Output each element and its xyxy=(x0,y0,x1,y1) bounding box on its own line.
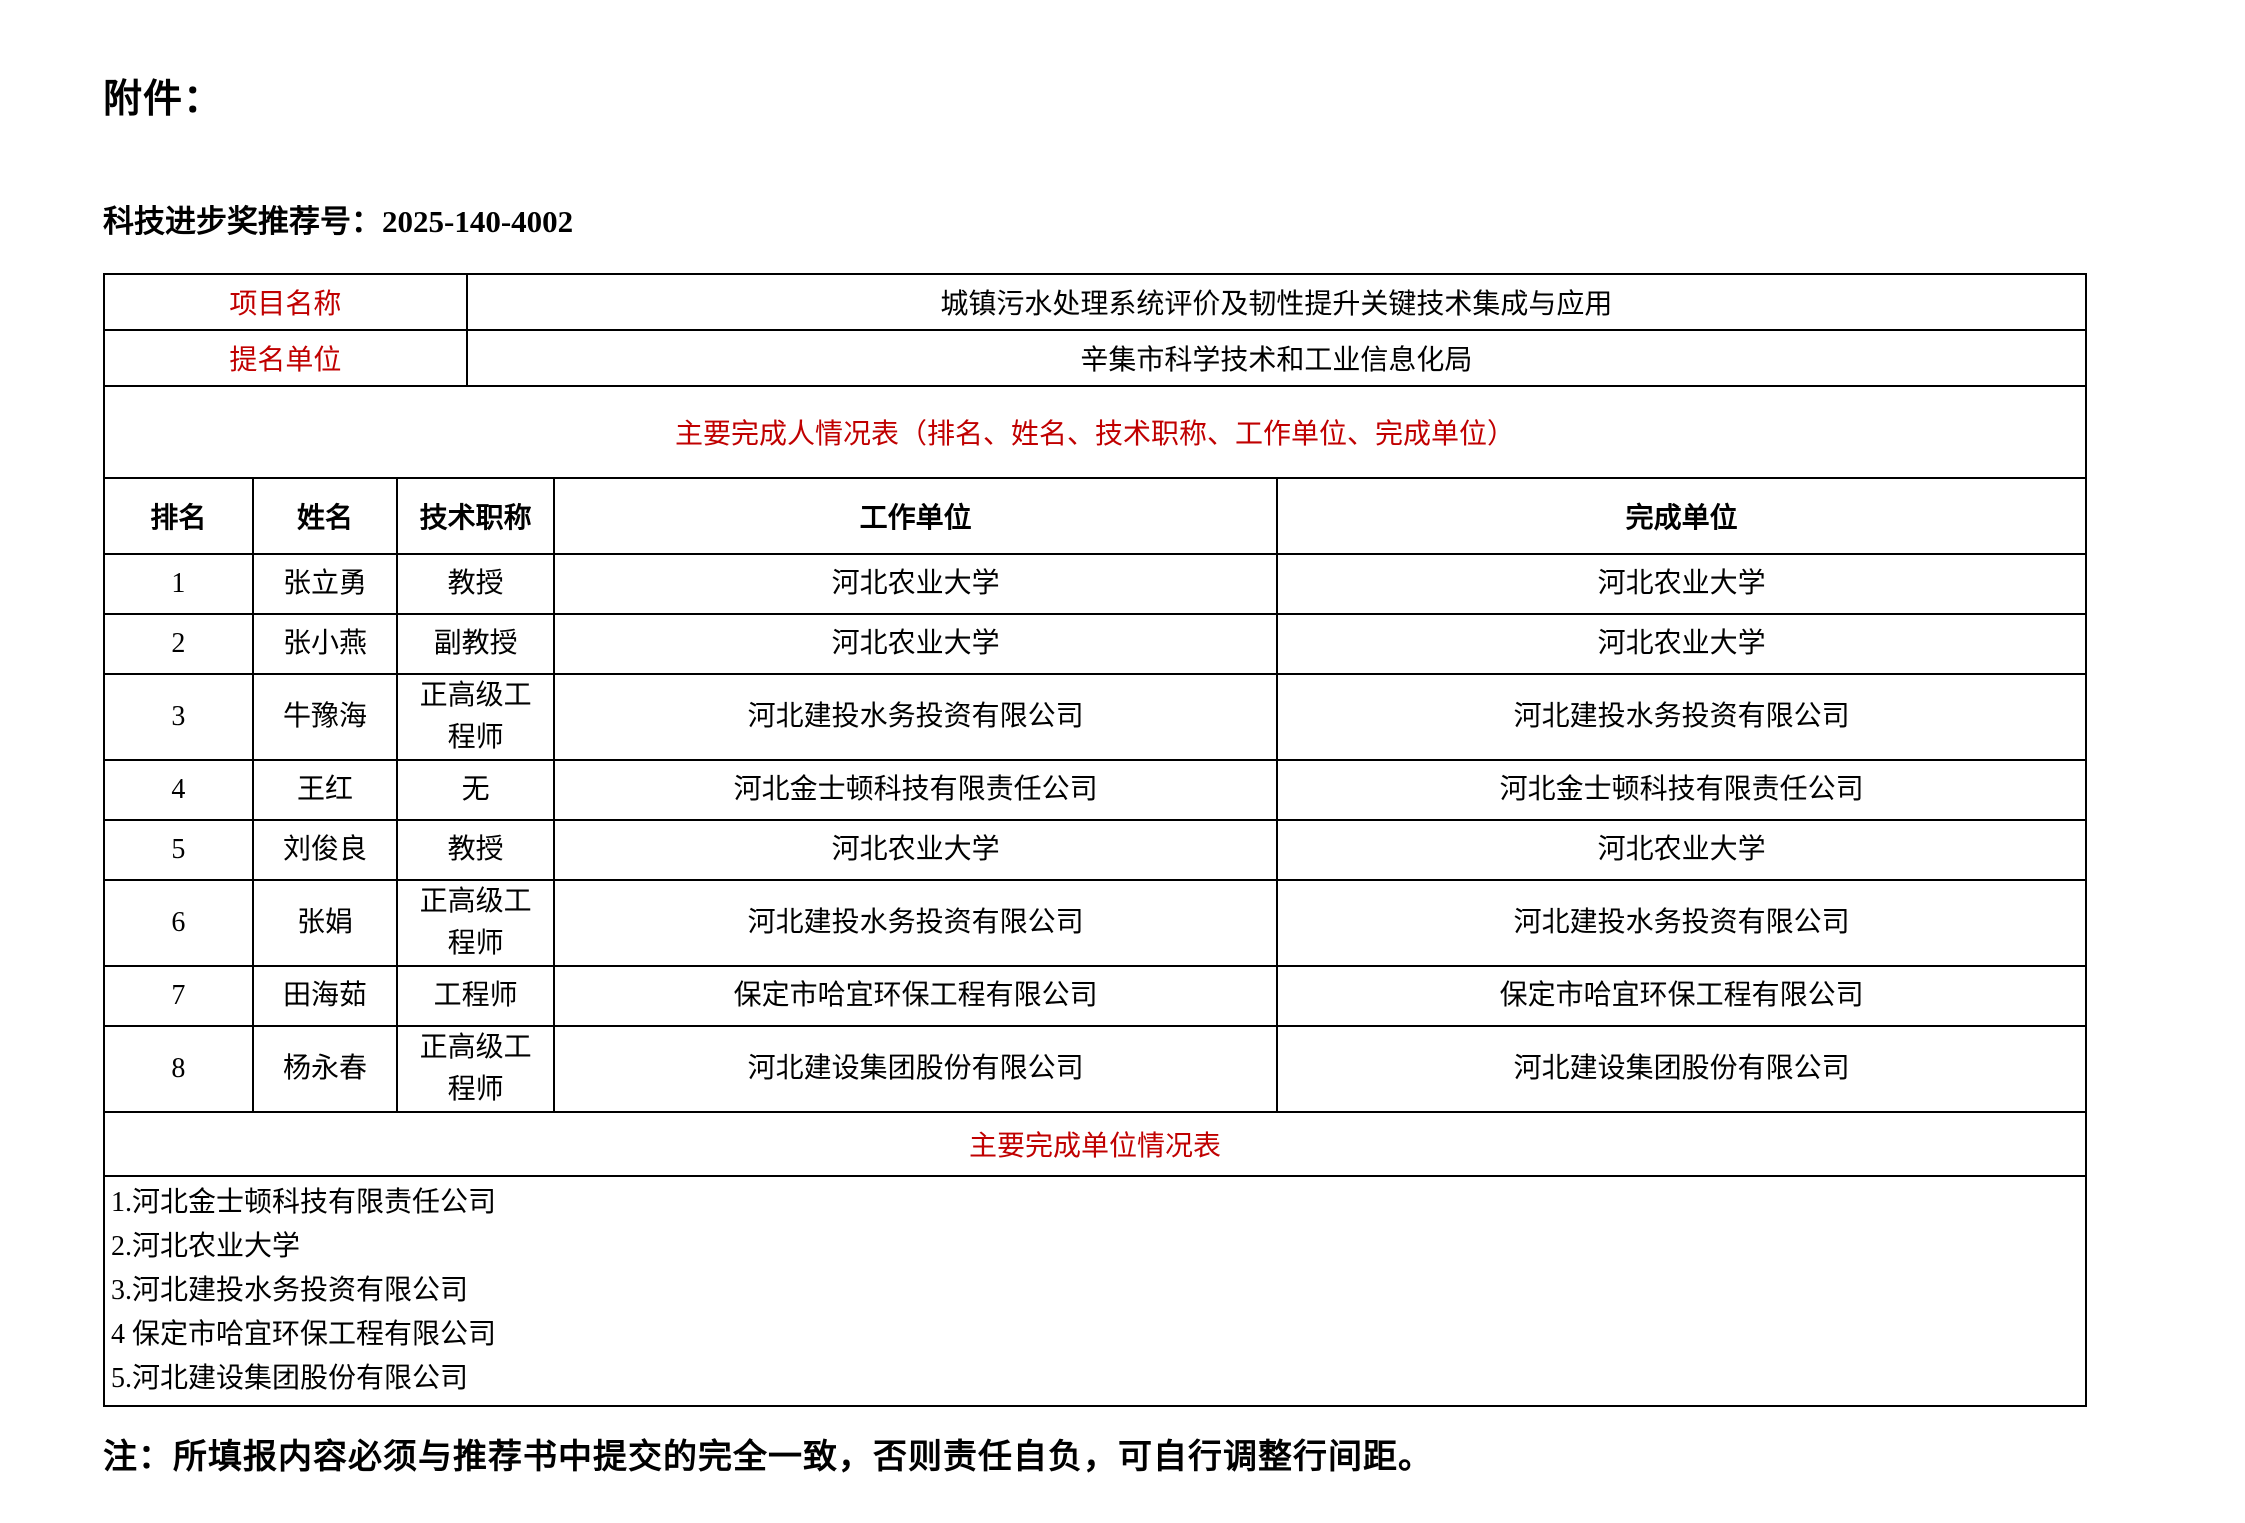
project-info-table: 项目名称 城镇污水处理系统评价及韧性提升关键技术集成与应用 提名单位 辛集市科学… xyxy=(103,273,2088,387)
completion-unit-cell: 河北建设集团股份有限公司 xyxy=(1276,1025,2087,1113)
nominator-label: 提名单位 xyxy=(103,329,468,387)
units-title-row: 主要完成单位情况表 xyxy=(103,1111,2087,1177)
units-title-table: 主要完成单位情况表 xyxy=(103,1111,2087,1177)
header-title: 技术职称 xyxy=(396,477,555,555)
recommendation-number-label: 科技进步奖推荐号： xyxy=(103,204,382,239)
rank-cell: 8 xyxy=(103,1025,254,1113)
completion-unit-cell: 河北金士顿科技有限责任公司 xyxy=(1276,759,2087,821)
header-rank: 排名 xyxy=(103,477,254,555)
list-item: 2.河北农业大学 xyxy=(111,1231,301,1262)
units-table-title: 主要完成单位情况表 xyxy=(103,1111,2087,1177)
work-unit-cell: 河北农业大学 xyxy=(552,613,1279,675)
work-unit-cell: 河北农业大学 xyxy=(552,819,1279,881)
work-unit-cell: 河北建投水务投资有限公司 xyxy=(552,673,1279,761)
completion-unit-cell: 保定市哈宜环保工程有限公司 xyxy=(1276,965,2087,1027)
rank-cell: 3 xyxy=(103,673,254,761)
award-form: 项目名称 城镇污水处理系统评价及韧性提升关键技术集成与应用 提名单位 辛集市科学… xyxy=(103,273,2088,1407)
completion-unit-cell: 河北农业大学 xyxy=(1276,819,2087,881)
name-cell: 张立勇 xyxy=(251,553,399,615)
title-cell: 教授 xyxy=(396,819,555,881)
table-row: 8 杨永春 正高级工程师 河北建设集团股份有限公司 河北建设集团股份有限公司 xyxy=(103,1025,2087,1113)
name-cell: 杨永春 xyxy=(251,1025,399,1113)
completers-title-row: 主要完成人情况表（排名、姓名、技术职称、工作单位、完成单位） xyxy=(103,385,2087,479)
title-cell: 工程师 xyxy=(396,965,555,1027)
units-list-table: 1.河北金士顿科技有限责任公司 2.河北农业大学 3.河北建投水务投资有限公司 … xyxy=(103,1175,2087,1407)
rank-cell: 1 xyxy=(103,553,254,615)
rank-cell: 5 xyxy=(103,819,254,881)
project-name-row: 项目名称 城镇污水处理系统评价及韧性提升关键技术集成与应用 xyxy=(103,273,2088,331)
title-cell: 无 xyxy=(396,759,555,821)
units-list-row: 1.河北金士顿科技有限责任公司 2.河北农业大学 3.河北建投水务投资有限公司 … xyxy=(103,1175,2087,1407)
completion-unit-cell: 河北建投水务投资有限公司 xyxy=(1276,673,2087,761)
name-cell: 张小燕 xyxy=(251,613,399,675)
work-unit-cell: 保定市哈宜环保工程有限公司 xyxy=(552,965,1279,1027)
title-cell: 正高级工程师 xyxy=(396,879,555,967)
work-unit-cell: 河北建投水务投资有限公司 xyxy=(552,879,1279,967)
recommendation-number-value: 2025-140-4002 xyxy=(382,204,574,239)
footer-note: 注：所填报内容必须与推荐书中提交的完全一致，否则责任自负，可自行调整行间距。 xyxy=(103,1439,1433,1476)
header-work-unit: 工作单位 xyxy=(552,477,1279,555)
table-row: 4 王红 无 河北金士顿科技有限责任公司 河北金士顿科技有限责任公司 xyxy=(103,759,2087,821)
title-cell: 正高级工程师 xyxy=(396,1025,555,1113)
completion-unit-cell: 河北农业大学 xyxy=(1276,613,2087,675)
table-row: 2 张小燕 副教授 河北农业大学 河北农业大学 xyxy=(103,613,2087,675)
table-row: 3 牛豫海 正高级工程师 河北建投水务投资有限公司 河北建投水务投资有限公司 xyxy=(103,673,2087,761)
completion-unit-cell: 河北农业大学 xyxy=(1276,553,2087,615)
completion-unit-cell: 河北建投水务投资有限公司 xyxy=(1276,879,2087,967)
list-item: 3.河北建投水务投资有限公司 xyxy=(111,1275,469,1306)
name-cell: 牛豫海 xyxy=(251,673,399,761)
completers-title-table: 主要完成人情况表（排名、姓名、技术职称、工作单位、完成单位） xyxy=(103,385,2087,479)
rank-cell: 7 xyxy=(103,965,254,1027)
rank-cell: 4 xyxy=(103,759,254,821)
table-row: 6 张娟 正高级工程师 河北建投水务投资有限公司 河北建投水务投资有限公司 xyxy=(103,879,2087,967)
nominator-value: 辛集市科学技术和工业信息化局 xyxy=(465,329,2088,387)
title-cell: 副教授 xyxy=(396,613,555,675)
units-list-cell: 1.河北金士顿科技有限责任公司 2.河北农业大学 3.河北建投水务投资有限公司 … xyxy=(103,1175,2087,1407)
project-name-value: 城镇污水处理系统评价及韧性提升关键技术集成与应用 xyxy=(465,273,2088,331)
completers-table: 排名 姓名 技术职称 工作单位 完成单位 1 张立勇 教授 河北农业大学 河北农… xyxy=(103,477,2087,1113)
completers-header-row: 排名 姓名 技术职称 工作单位 完成单位 xyxy=(103,477,2087,555)
title-cell: 正高级工程师 xyxy=(396,673,555,761)
header-completion-unit: 完成单位 xyxy=(1276,477,2087,555)
name-cell: 田海茹 xyxy=(251,965,399,1027)
rank-cell: 6 xyxy=(103,879,254,967)
document-page: 附件： 科技进步奖推荐号：2025-140-4002 项目名称 城镇污水处理系统… xyxy=(103,78,2088,1476)
title-cell: 教授 xyxy=(396,553,555,615)
list-item: 1.河北金士顿科技有限责任公司 xyxy=(111,1187,497,1218)
header-name: 姓名 xyxy=(251,477,399,555)
table-row: 7 田海茹 工程师 保定市哈宜环保工程有限公司 保定市哈宜环保工程有限公司 xyxy=(103,965,2087,1027)
table-row: 1 张立勇 教授 河北农业大学 河北农业大学 xyxy=(103,553,2087,615)
list-item: 4 保定市哈宜环保工程有限公司 xyxy=(111,1319,497,1350)
name-cell: 刘俊良 xyxy=(251,819,399,881)
work-unit-cell: 河北金士顿科技有限责任公司 xyxy=(552,759,1279,821)
name-cell: 王红 xyxy=(251,759,399,821)
project-name-label: 项目名称 xyxy=(103,273,468,331)
table-row: 5 刘俊良 教授 河北农业大学 河北农业大学 xyxy=(103,819,2087,881)
recommendation-number-line: 科技进步奖推荐号：2025-140-4002 xyxy=(103,196,2087,241)
completers-table-title: 主要完成人情况表（排名、姓名、技术职称、工作单位、完成单位） xyxy=(103,385,2087,479)
rank-cell: 2 xyxy=(103,613,254,675)
name-cell: 张娟 xyxy=(251,879,399,967)
list-item: 5.河北建设集团股份有限公司 xyxy=(111,1363,469,1394)
attachment-label: 附件： xyxy=(103,78,224,121)
work-unit-cell: 河北建设集团股份有限公司 xyxy=(552,1025,1279,1113)
nominator-row: 提名单位 辛集市科学技术和工业信息化局 xyxy=(103,329,2088,387)
work-unit-cell: 河北农业大学 xyxy=(552,553,1279,615)
